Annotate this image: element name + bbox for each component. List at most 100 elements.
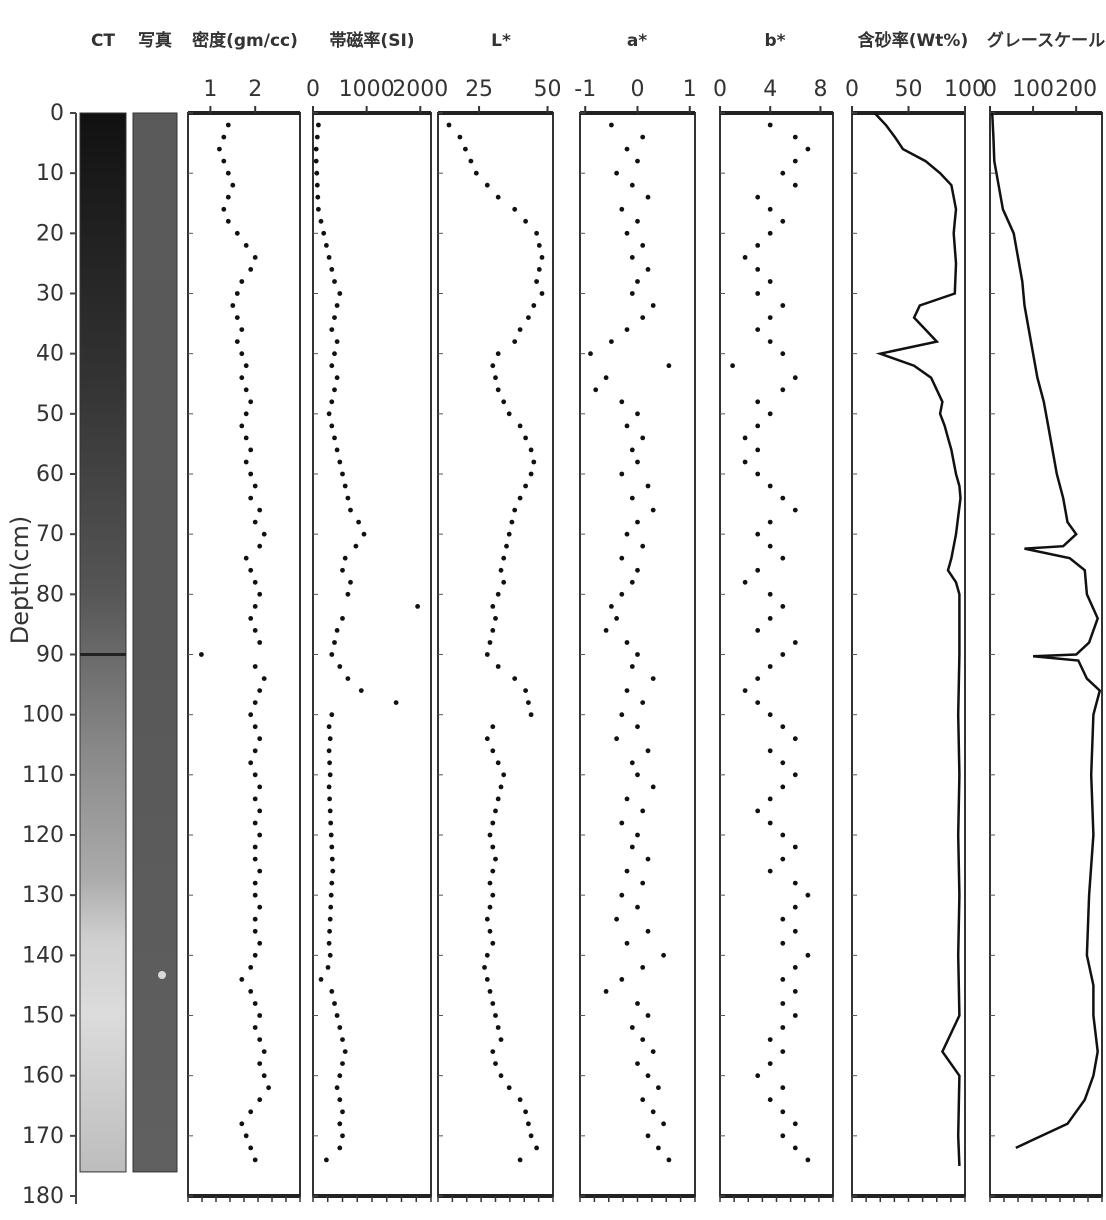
data-point bbox=[337, 1073, 343, 1079]
data-point bbox=[337, 1025, 343, 1030]
x-tick-label: 0 bbox=[845, 77, 859, 102]
data-point bbox=[650, 1049, 656, 1054]
depth-tick-label: 0 bbox=[50, 101, 64, 126]
data-point bbox=[755, 447, 761, 453]
data-point bbox=[767, 1061, 773, 1066]
data-point bbox=[225, 218, 231, 224]
data-point bbox=[230, 303, 236, 308]
data-point bbox=[257, 591, 263, 597]
data-point bbox=[506, 531, 512, 537]
x-tick-label: 0 bbox=[631, 77, 645, 102]
data-point bbox=[512, 339, 518, 344]
data-point bbox=[324, 1157, 329, 1163]
data-point bbox=[221, 158, 227, 164]
data-point bbox=[805, 1157, 811, 1163]
data-point bbox=[257, 640, 263, 645]
panel-title-density: 密度(gm/cc) bbox=[192, 30, 298, 51]
ct-column: CT bbox=[79, 31, 127, 1173]
data-point bbox=[501, 579, 507, 585]
data-point bbox=[484, 652, 490, 657]
depth-tick-label: 10 bbox=[36, 161, 64, 186]
data-point bbox=[767, 279, 773, 284]
data-point bbox=[252, 1157, 258, 1163]
data-point bbox=[316, 122, 321, 128]
data-point bbox=[332, 351, 337, 357]
data-point bbox=[261, 1073, 267, 1079]
panel-frame bbox=[187, 112, 301, 1197]
data-point bbox=[755, 1073, 761, 1079]
data-point bbox=[490, 844, 496, 850]
data-point bbox=[248, 712, 254, 718]
data-point bbox=[792, 880, 798, 886]
data-point bbox=[329, 856, 335, 862]
data-point bbox=[792, 134, 798, 140]
data-point bbox=[755, 423, 761, 429]
data-point bbox=[767, 664, 773, 669]
panel-lightness: L* 25 50 bbox=[437, 31, 562, 1202]
data-point bbox=[199, 652, 204, 657]
data-point bbox=[650, 676, 656, 681]
data-point bbox=[780, 387, 786, 393]
data-point bbox=[792, 375, 798, 381]
depth-tick-label: 130 bbox=[22, 883, 64, 908]
data-point bbox=[780, 1109, 786, 1115]
depth-tick-label: 80 bbox=[36, 582, 64, 607]
data-point bbox=[252, 664, 258, 669]
data-point bbox=[248, 965, 254, 970]
data-point bbox=[805, 146, 811, 152]
data-point bbox=[252, 255, 258, 260]
data-point bbox=[512, 676, 518, 681]
data-point bbox=[327, 952, 333, 958]
data-point bbox=[234, 315, 240, 320]
data-point bbox=[484, 736, 490, 742]
data-point bbox=[332, 387, 337, 393]
data-point bbox=[645, 483, 651, 489]
data-point bbox=[340, 1133, 345, 1139]
data-point bbox=[805, 892, 811, 898]
data-point bbox=[225, 170, 231, 176]
data-point bbox=[327, 796, 332, 802]
data-point bbox=[640, 1037, 646, 1042]
data-point bbox=[252, 880, 258, 886]
panel-title-a-star: a* bbox=[627, 31, 647, 51]
data-point bbox=[243, 243, 249, 248]
data-point bbox=[619, 712, 625, 718]
data-point bbox=[332, 1001, 337, 1006]
data-point bbox=[342, 483, 348, 489]
data-point bbox=[495, 664, 501, 669]
data-point bbox=[780, 1001, 786, 1006]
data-point bbox=[624, 423, 630, 429]
data-point bbox=[767, 230, 773, 236]
data-point bbox=[635, 158, 640, 164]
data-point bbox=[755, 194, 761, 200]
data-point bbox=[640, 700, 646, 705]
a-star-plot: -1 0 1 bbox=[574, 77, 697, 1202]
data-point bbox=[780, 977, 786, 982]
data-point bbox=[328, 832, 334, 838]
data-point bbox=[327, 916, 333, 922]
data-point bbox=[314, 134, 320, 140]
data-point bbox=[337, 1097, 343, 1103]
series-line bbox=[990, 112, 1102, 1150]
data-point bbox=[755, 267, 761, 272]
data-point bbox=[490, 604, 496, 609]
data-point bbox=[780, 724, 786, 730]
ct-core-image bbox=[79, 112, 127, 1173]
data-point bbox=[526, 1121, 531, 1127]
data-point bbox=[742, 255, 748, 260]
data-point bbox=[334, 447, 340, 453]
data-point bbox=[767, 616, 773, 621]
data-point bbox=[328, 904, 334, 910]
data-point bbox=[506, 1085, 512, 1091]
data-point bbox=[614, 170, 619, 176]
data-point bbox=[666, 363, 672, 369]
data-point bbox=[498, 567, 504, 573]
data-point bbox=[635, 459, 640, 465]
data-point bbox=[257, 868, 263, 874]
data-point bbox=[415, 604, 420, 609]
x-tick-label: -1 bbox=[574, 77, 596, 102]
data-point bbox=[792, 772, 798, 778]
data-point bbox=[629, 291, 635, 296]
data-point bbox=[624, 531, 630, 537]
